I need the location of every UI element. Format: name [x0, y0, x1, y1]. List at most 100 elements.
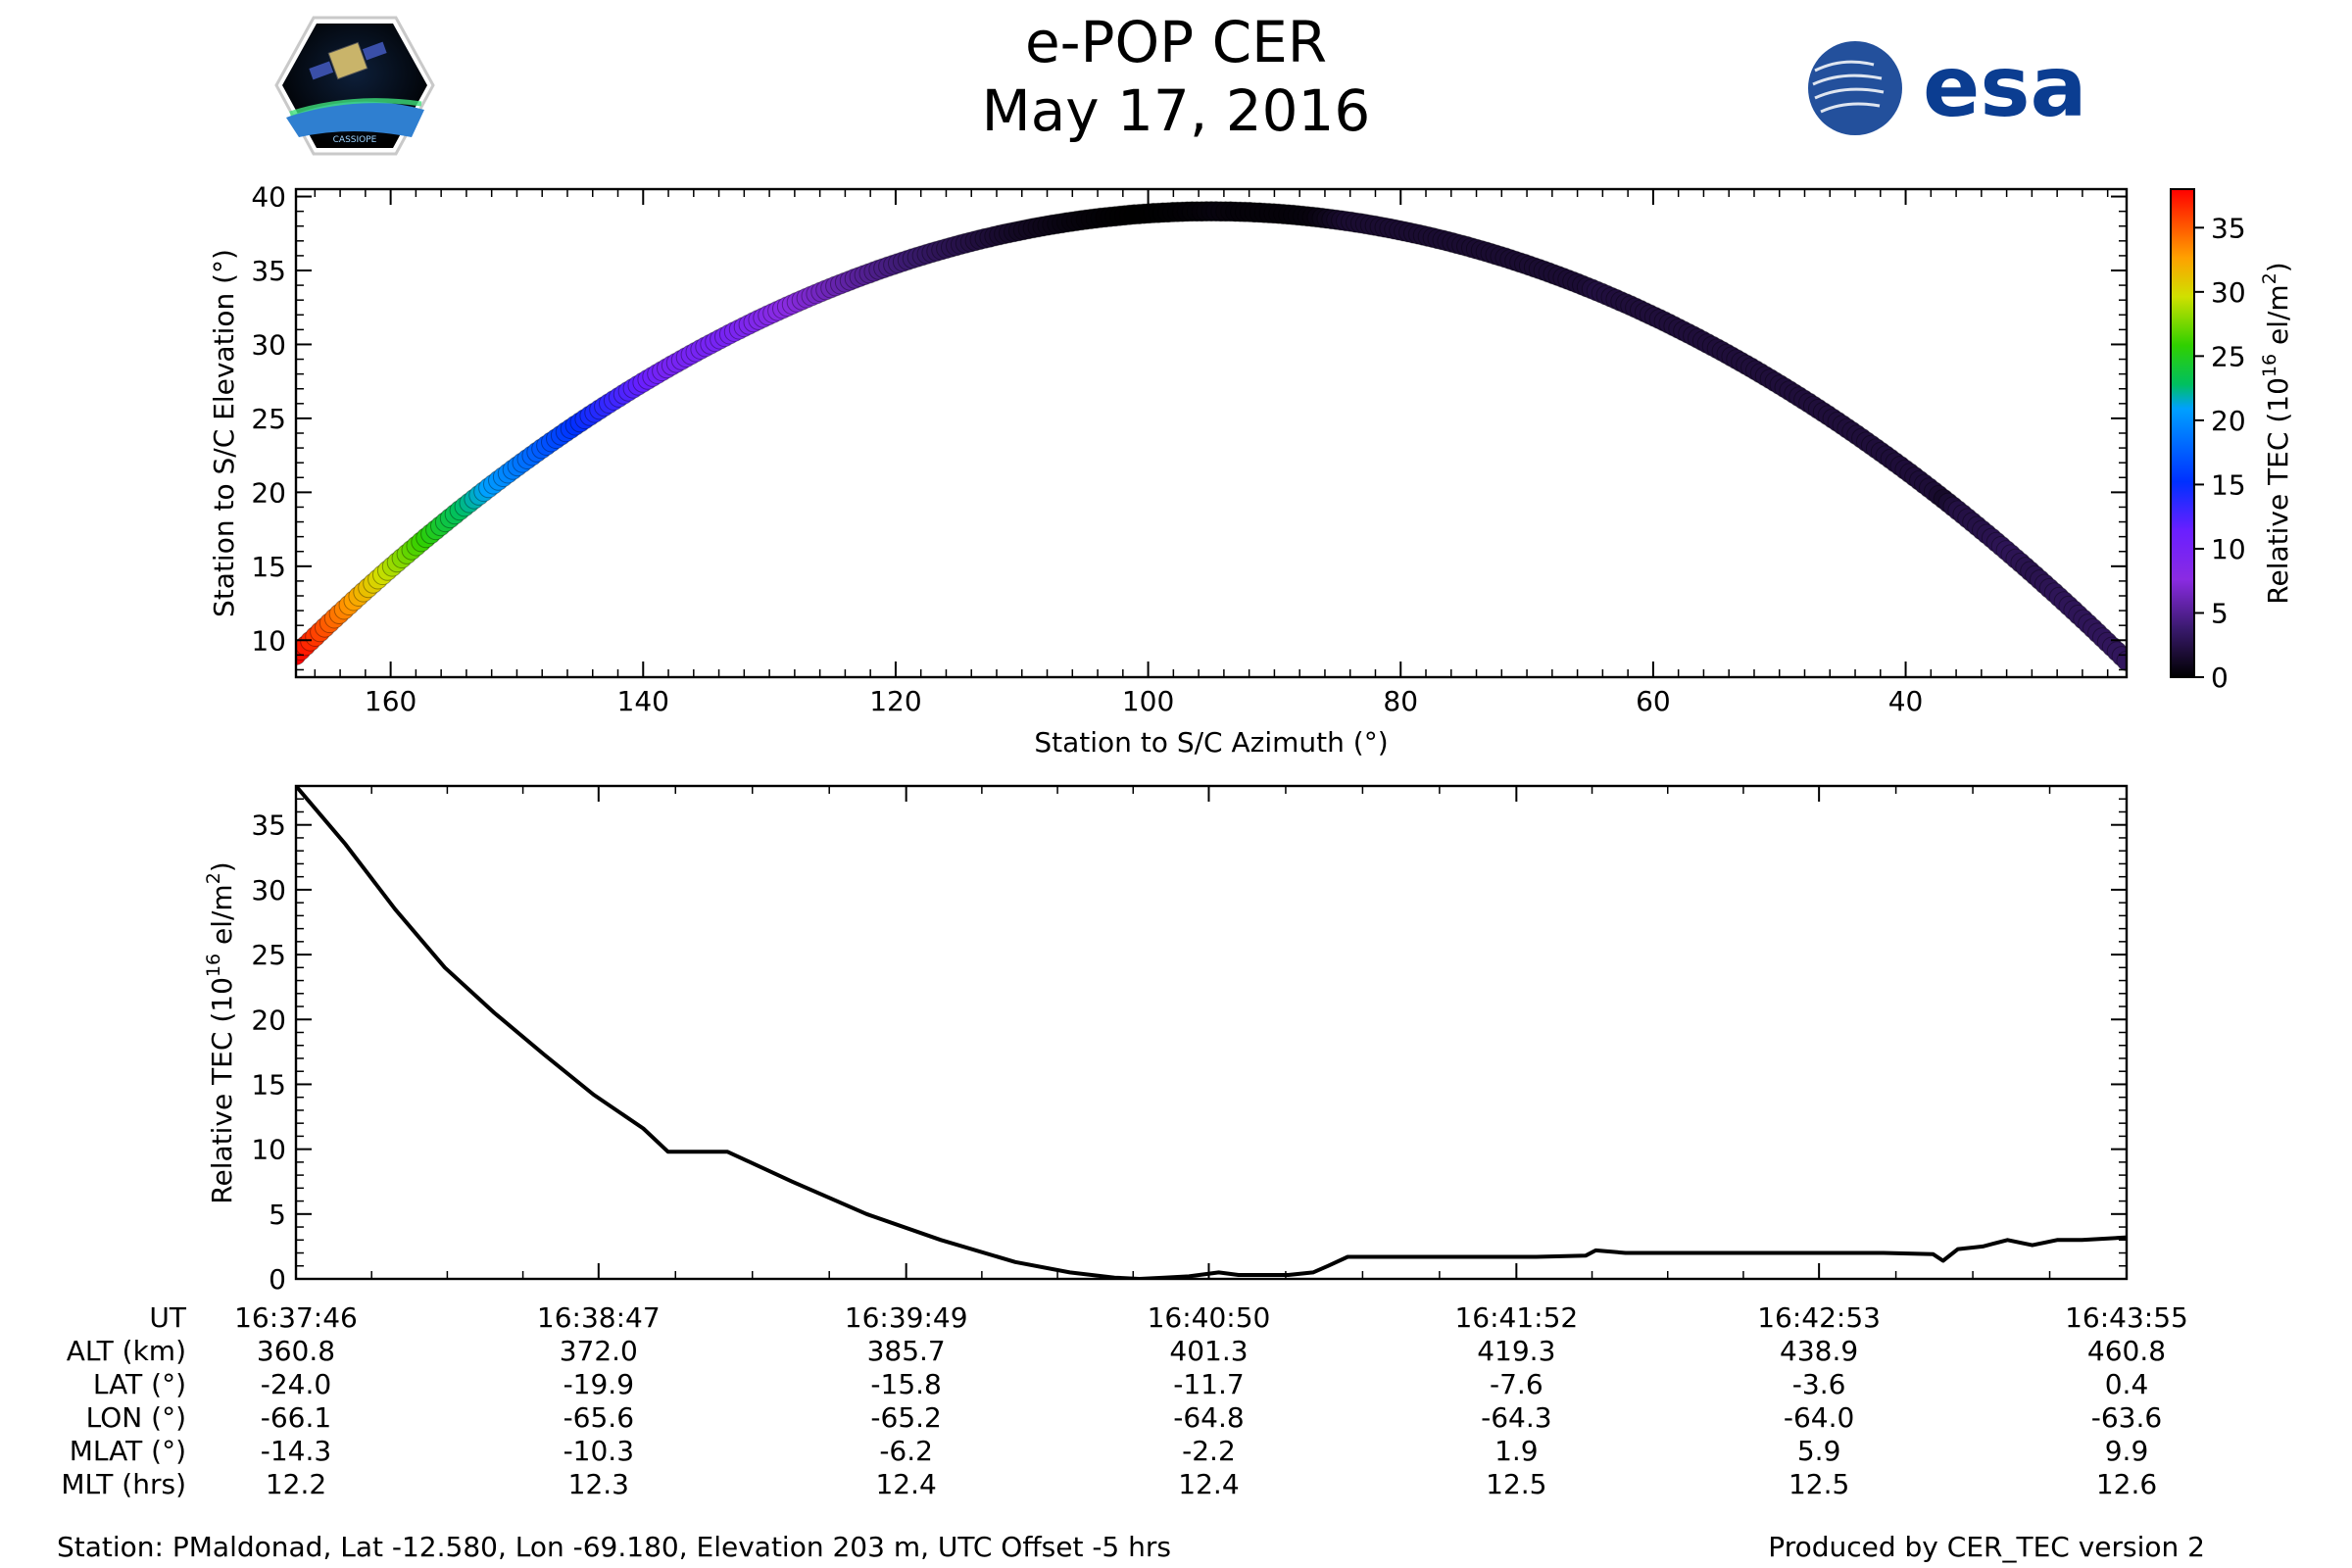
- table-row-label: MLT (hrs): [61, 1468, 186, 1500]
- satellite-icon: [309, 41, 387, 80]
- elevation-azimuth-plot: 160 140 120 100 80 60 40 10 15 20 25 30 35 40 Station…: [208, 181, 2129, 759]
- table-cell: -24.0: [260, 1368, 332, 1400]
- top-y-tick-label: 35: [251, 255, 286, 287]
- table-cell: 16:42:53: [1757, 1301, 1881, 1334]
- top-y-tick-label: 40: [251, 181, 286, 214]
- colorbar-gradient: [2170, 188, 2195, 678]
- table-cell: 16:37:46: [234, 1301, 358, 1334]
- table-cell: 16:41:52: [1454, 1301, 1579, 1334]
- top-y-axis-label: Station to S/C Elevation (°): [208, 249, 240, 617]
- tec-time-plot: 0 5 10 15 20 25 30 35 Relative TEC (1016 el/m2): [203, 784, 2129, 1296]
- table-cell: -3.6: [1791, 1368, 1846, 1400]
- table-cell: 372.0: [559, 1335, 638, 1367]
- table-cell: 0.4: [2104, 1368, 2149, 1400]
- colorbar-tick-label: 35: [2211, 212, 2246, 244]
- table-cell: -11.7: [1173, 1368, 1245, 1400]
- cassiope-logo-text: CASSIOPE: [333, 135, 377, 145]
- table-row-label: UT: [149, 1301, 186, 1334]
- bottom-y-tick-label: 25: [251, 939, 286, 971]
- table-cell: 12.3: [567, 1468, 629, 1500]
- esa-logo: esa: [1808, 38, 2087, 136]
- table-cell: -6.2: [879, 1435, 933, 1467]
- bottom-y-tick-label: 15: [251, 1068, 286, 1101]
- table-cell: 12.4: [875, 1468, 937, 1500]
- table-cell: 12.2: [265, 1468, 327, 1500]
- top-x-axis-label: Station to S/C Azimuth (°): [1034, 726, 1388, 759]
- colorbar-tick-label: 15: [2211, 468, 2246, 501]
- bottom-y-tick-label: 5: [269, 1199, 286, 1231]
- table-cell: 16:43:55: [2065, 1301, 2188, 1334]
- bottom-y-tick-label: 20: [251, 1004, 286, 1036]
- cassiope-logo: CASSIOPE: [274, 16, 435, 156]
- bottom-plot-frame: [294, 784, 2129, 1281]
- top-x-tick-label: 60: [1636, 685, 1671, 717]
- producer-info: Produced by CER_TEC version 2: [1768, 1531, 2205, 1563]
- table-cell: -64.3: [1481, 1401, 1552, 1434]
- bottom-y-tick-label: 0: [269, 1263, 286, 1296]
- table-cell: 12.6: [2095, 1468, 2158, 1500]
- table-cell: 16:39:49: [844, 1301, 968, 1334]
- table-cell: 16:40:50: [1147, 1301, 1271, 1334]
- top-x-tick-label: 40: [1888, 685, 1924, 717]
- table-cell: 438.9: [1780, 1335, 1859, 1367]
- bottom-y-tick-label: 10: [251, 1134, 286, 1166]
- table-cell: -64.0: [1783, 1401, 1855, 1434]
- table-cell: 419.3: [1477, 1335, 1556, 1367]
- table-row-label: MLAT (°): [69, 1435, 186, 1467]
- tec-series-line: [296, 786, 2127, 1279]
- colorbar-tick-label: 20: [2211, 405, 2246, 437]
- table-cell: -2.2: [1182, 1435, 1236, 1467]
- esa-logo-text: esa: [1923, 38, 2087, 136]
- table-cell: -7.6: [1490, 1368, 1544, 1400]
- table-cell: 401.3: [1169, 1335, 1249, 1367]
- figure-date: May 17, 2016: [981, 77, 1371, 144]
- table-cell: -65.6: [563, 1401, 635, 1434]
- table-row-label: ALT (km): [66, 1335, 186, 1367]
- colorbar-tick-label: 5: [2211, 597, 2229, 629]
- top-y-tick-label: 25: [251, 403, 286, 435]
- colorbar-tick-label: 10: [2211, 533, 2246, 565]
- table-cell: -14.3: [260, 1435, 332, 1467]
- table-cell: -66.1: [260, 1401, 332, 1434]
- colorbar-tick-label: 30: [2211, 276, 2246, 309]
- colorbar-tick-label: 25: [2211, 340, 2246, 372]
- bottom-y-tick-label: 35: [251, 809, 286, 842]
- colorbar-tick-label: 0: [2211, 662, 2229, 694]
- table-cell: -64.8: [1173, 1401, 1245, 1434]
- station-info: Station: PMaldonad, Lat -12.580, Lon -69…: [57, 1531, 1171, 1563]
- table-cell: 9.9: [2104, 1435, 2149, 1467]
- table-cell: 5.9: [1796, 1435, 1841, 1467]
- table-cell: -65.2: [870, 1401, 942, 1434]
- top-x-tick-label: 160: [365, 685, 416, 717]
- top-x-tick-label: 80: [1383, 685, 1418, 717]
- bottom-y-tick-label: 30: [251, 874, 286, 906]
- table-cell: 1.9: [1494, 1435, 1539, 1467]
- table-cell: -15.8: [870, 1368, 942, 1400]
- top-y-tick-label: 30: [251, 328, 286, 361]
- table-cell: 460.8: [2086, 1335, 2167, 1367]
- table-row-label: LON (°): [85, 1401, 186, 1434]
- table-cell: 12.4: [1178, 1468, 1240, 1500]
- table-cell: 12.5: [1486, 1468, 1547, 1500]
- table-cell: -63.6: [2090, 1401, 2163, 1434]
- top-y-tick-label: 20: [251, 476, 286, 509]
- table-cell: 385.7: [866, 1335, 946, 1367]
- earth-limb-icon: [286, 101, 424, 137]
- colorbar: 0 5 10 15 20 25 30 35 Relative TEC (1016 el/m2): [2170, 188, 2294, 694]
- table-cell: 16:38:47: [536, 1301, 661, 1334]
- top-y-tick-label: 10: [251, 624, 286, 657]
- top-x-tick-label: 140: [617, 685, 669, 717]
- bottom-y-axis-label: Relative TEC (1016 el/m2): [203, 861, 238, 1203]
- track-point: [2116, 650, 2127, 671]
- top-y-tick-label: 15: [251, 551, 286, 583]
- top-x-tick-label: 120: [869, 685, 921, 717]
- table-cell: 360.8: [256, 1335, 336, 1367]
- table-row-label: LAT (°): [92, 1368, 186, 1400]
- top-x-tick-label: 100: [1122, 685, 1174, 717]
- table-cell: -19.9: [563, 1368, 635, 1400]
- figure-title: e-POP CER: [1024, 9, 1328, 75]
- colorbar-label: Relative TEC (1016 el/m2): [2259, 262, 2294, 604]
- table-cell: 12.5: [1788, 1468, 1850, 1500]
- table-cell: -10.3: [563, 1435, 635, 1467]
